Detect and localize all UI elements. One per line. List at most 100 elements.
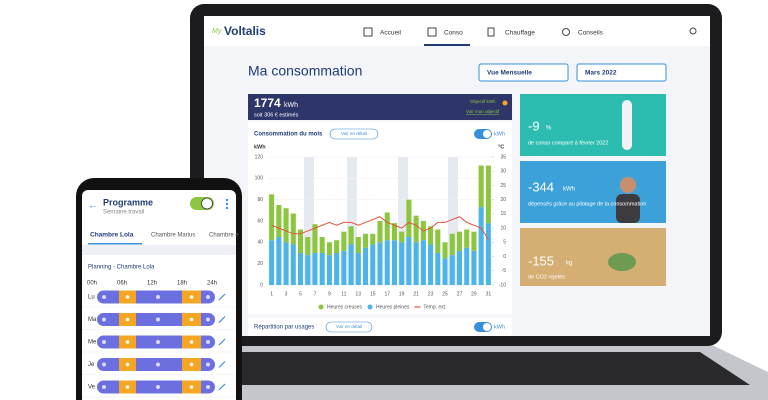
toggle-knob bbox=[201, 197, 213, 210]
goal: Objectif kWh bbox=[470, 99, 496, 104]
bar bbox=[297, 253, 304, 285]
moon-icon bbox=[206, 385, 210, 389]
card-unit: kWh bbox=[563, 187, 575, 193]
detail-button[interactable] bbox=[325, 321, 373, 333]
bar bbox=[297, 229, 304, 253]
bar bbox=[348, 244, 354, 285]
thermometer bbox=[622, 100, 632, 150]
bar bbox=[384, 212, 390, 241]
menu-dot[interactable] bbox=[225, 198, 229, 202]
y2-axis-title: °C bbox=[498, 144, 504, 150]
x-tick-label: 7 bbox=[314, 291, 317, 297]
bar bbox=[442, 258, 448, 285]
tab-underline bbox=[88, 243, 142, 245]
tab[interactable]: Chambre Marius bbox=[151, 233, 195, 239]
usage-title: Répartition par usages bbox=[254, 325, 314, 331]
sun-icon bbox=[125, 295, 130, 299]
y2-tick-label: 10 bbox=[500, 225, 506, 231]
moon-icon bbox=[156, 317, 160, 322]
icon bbox=[487, 27, 495, 37]
bar bbox=[370, 244, 376, 285]
goal-dot bbox=[502, 100, 508, 106]
y2-tick-label: 20 bbox=[500, 197, 506, 203]
x-tick-label: 5 bbox=[299, 291, 302, 297]
legend-label: Temp. ext. bbox=[423, 304, 446, 310]
card-value: -155 bbox=[528, 253, 554, 268]
bar bbox=[312, 253, 318, 285]
page-title: Ma consommation bbox=[248, 63, 362, 79]
edit-icon[interactable] bbox=[218, 383, 226, 391]
day-label: Ve bbox=[88, 385, 96, 391]
bar bbox=[363, 247, 369, 285]
moon-icon bbox=[206, 295, 210, 299]
legend-label: Heures creuses bbox=[327, 304, 363, 310]
back-arrow[interactable]: ← bbox=[88, 201, 98, 212]
planning-title: Planning - Chambre Lola bbox=[88, 265, 155, 271]
x-tick-label: 13 bbox=[356, 291, 362, 297]
bar bbox=[283, 208, 289, 243]
y-tick-label: 80 bbox=[257, 197, 263, 203]
card bbox=[520, 94, 666, 156]
phone-title: Programme bbox=[103, 197, 153, 207]
bar bbox=[435, 253, 441, 285]
bar bbox=[485, 223, 491, 285]
edit-icon[interactable] bbox=[218, 293, 226, 301]
toggle-label: kWh bbox=[494, 131, 505, 137]
y2-tick-label: -10 bbox=[499, 282, 506, 288]
edit-icon[interactable] bbox=[218, 316, 226, 323]
y-tick-label: 120 bbox=[255, 154, 264, 160]
bar bbox=[269, 240, 275, 285]
legend-swatch bbox=[367, 304, 373, 310]
nav-item[interactable]: Accueil bbox=[380, 30, 402, 37]
dropdown[interactable] bbox=[478, 63, 569, 82]
x-tick-label: 19 bbox=[399, 291, 405, 297]
edit-icon[interactable] bbox=[218, 361, 226, 368]
summary-banner bbox=[248, 94, 512, 120]
sun-icon bbox=[125, 362, 130, 367]
icon bbox=[427, 27, 437, 37]
sun-icon bbox=[189, 340, 194, 344]
card-value: -9 bbox=[528, 118, 540, 133]
y2-tick-label: 35 bbox=[500, 154, 506, 160]
toggle-knob bbox=[483, 130, 491, 138]
sun-icon bbox=[189, 317, 194, 322]
bar bbox=[471, 250, 477, 285]
y-tick-label: 40 bbox=[257, 240, 263, 246]
y2-tick-label: 30 bbox=[500, 169, 506, 175]
bar bbox=[319, 253, 325, 285]
logo: Voltalis bbox=[224, 24, 266, 38]
bar bbox=[456, 250, 463, 285]
nav-item[interactable]: Conseils bbox=[578, 30, 604, 37]
y-tick-label: 60 bbox=[257, 218, 263, 224]
detail-button[interactable] bbox=[329, 128, 379, 140]
person bbox=[620, 177, 636, 193]
y-tick-label: 100 bbox=[255, 176, 264, 182]
bar bbox=[326, 255, 332, 285]
bar bbox=[355, 237, 361, 253]
tab[interactable]: Chambre Lola bbox=[90, 232, 134, 239]
y2-tick-label: 15 bbox=[500, 211, 506, 217]
detail-link: Voir en détail bbox=[336, 324, 362, 329]
nav-item[interactable]: Chauffage bbox=[505, 30, 535, 37]
user-icon[interactable] bbox=[689, 27, 697, 35]
logo-prefix: My bbox=[212, 28, 222, 35]
person bbox=[616, 194, 640, 223]
bar bbox=[355, 253, 361, 285]
x-tick-label: 3 bbox=[285, 291, 288, 297]
bar bbox=[428, 226, 434, 245]
hour-label: 00h bbox=[87, 281, 97, 287]
tab[interactable]: Chambre e bbox=[209, 233, 239, 239]
icon bbox=[562, 28, 570, 36]
goal-link[interactable]: Voir mon objectif bbox=[466, 109, 500, 114]
bar bbox=[334, 253, 340, 285]
card-text: de CO2 rejetés bbox=[528, 274, 565, 280]
y2-tick-label: 5 bbox=[503, 240, 506, 246]
header bbox=[204, 16, 710, 46]
bar bbox=[442, 242, 448, 259]
moon-icon bbox=[102, 362, 106, 367]
edit-icon[interactable] bbox=[218, 338, 226, 346]
bar bbox=[449, 255, 455, 285]
hour-label: 18h bbox=[177, 281, 187, 287]
dropdown[interactable] bbox=[576, 63, 667, 82]
nav-item[interactable]: Conso bbox=[444, 30, 463, 37]
